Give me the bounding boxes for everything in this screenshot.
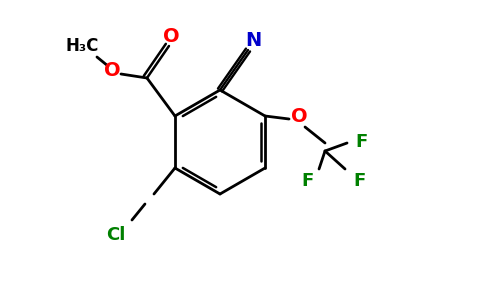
Text: O: O	[163, 28, 179, 46]
Text: F: F	[301, 172, 313, 190]
Text: H₃C: H₃C	[65, 37, 99, 55]
Text: N: N	[245, 32, 261, 50]
Text: Cl: Cl	[106, 226, 126, 244]
Text: F: F	[355, 133, 367, 151]
Text: F: F	[353, 172, 365, 190]
Text: O: O	[104, 61, 121, 80]
Text: O: O	[291, 107, 307, 127]
